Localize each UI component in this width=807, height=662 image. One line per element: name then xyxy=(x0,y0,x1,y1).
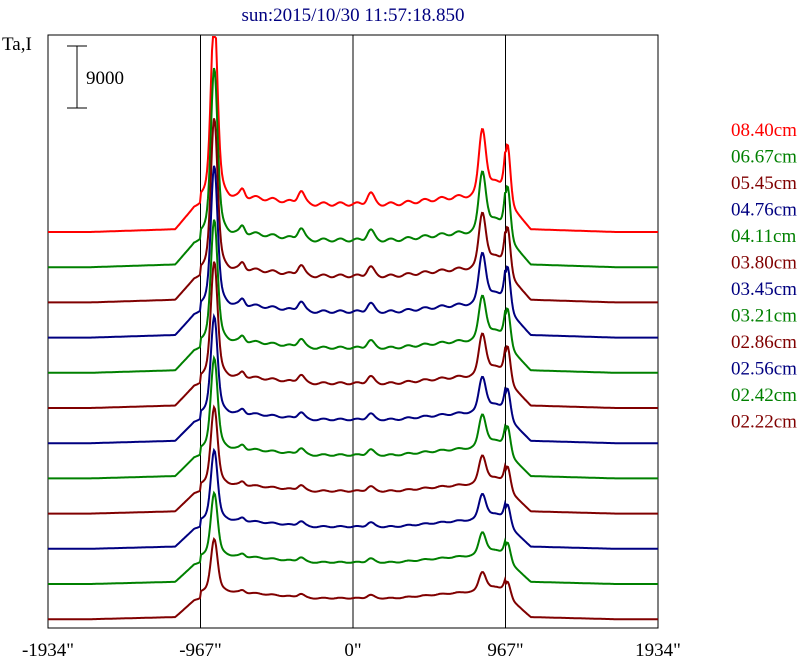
y-axis-label: Ta,I xyxy=(2,34,32,55)
series-line-02.42cm xyxy=(48,490,658,585)
x-tick-label-0: -1934" xyxy=(22,640,74,661)
series-group xyxy=(48,36,658,621)
legend-entry-10: 02.42cm xyxy=(731,385,797,406)
legend-entry-8: 02.86cm xyxy=(731,332,797,353)
reference-lines xyxy=(200,35,506,628)
series-line-05.45cm xyxy=(48,118,658,304)
legend: 08.40cm 06.67cm 05.45cm 04.76cm 04.11cm 03.80… xyxy=(731,120,797,433)
legend-entry-0: 08.40cm xyxy=(731,120,797,141)
x-tick-label-4: 1934" xyxy=(635,640,681,661)
scale-bar-label: 9000 xyxy=(86,68,124,89)
x-tick-label-1: -967" xyxy=(179,640,222,661)
series-line-04.76cm xyxy=(48,165,658,339)
legend-entry-3: 04.76cm xyxy=(731,200,797,221)
chart-title: sun:2015/10/30 11:57:18.850 xyxy=(241,5,464,26)
legend-entry-1: 06.67cm xyxy=(731,147,797,168)
series-line-03.80cm xyxy=(48,261,658,409)
series-line-02.86cm xyxy=(48,404,658,515)
legend-entry-7: 03.21cm xyxy=(731,306,797,327)
x-tick-label-2: 0" xyxy=(344,640,361,661)
x-tick-label-3: 967" xyxy=(487,640,523,661)
series-line-03.21cm xyxy=(48,354,658,480)
legend-entry-5: 03.80cm xyxy=(731,253,797,274)
legend-entry-2: 05.45cm xyxy=(731,173,797,194)
series-line-08.40cm xyxy=(48,36,658,233)
series-line-02.56cm xyxy=(48,447,658,550)
legend-entry-9: 02.56cm xyxy=(731,359,797,380)
legend-entry-11: 02.22cm xyxy=(731,412,797,433)
series-line-02.22cm xyxy=(48,537,658,621)
series-line-04.11cm xyxy=(48,219,658,374)
series-line-06.67cm xyxy=(48,67,658,269)
x-tick-labels: -1934" -967" 0" 967" 1934" xyxy=(22,640,681,661)
legend-entry-4: 04.11cm xyxy=(731,226,796,247)
series-line-03.45cm xyxy=(48,312,658,445)
scale-bar: 9000 xyxy=(67,45,124,109)
legend-entry-6: 03.45cm xyxy=(731,279,797,300)
